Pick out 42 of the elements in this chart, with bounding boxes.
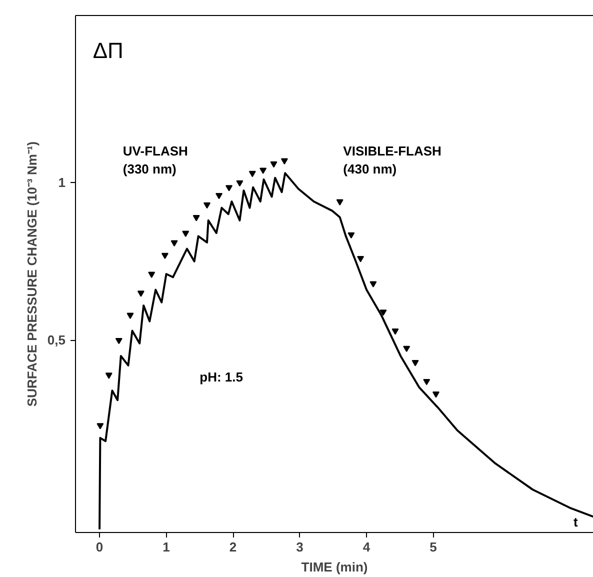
point bbox=[204, 202, 211, 209]
x-tick-label: 1 bbox=[162, 540, 170, 554]
point bbox=[336, 199, 344, 206]
point bbox=[192, 215, 200, 222]
x-tick-label: 0 bbox=[96, 540, 104, 554]
x-tick-label: 3 bbox=[296, 540, 304, 554]
annotation: t bbox=[573, 514, 578, 530]
point bbox=[236, 180, 244, 187]
x-axis-title: TIME (min) bbox=[301, 560, 368, 574]
point bbox=[115, 338, 122, 344]
x-tick-label: 4 bbox=[362, 540, 371, 554]
point bbox=[226, 185, 233, 192]
point bbox=[380, 310, 387, 316]
point bbox=[412, 360, 419, 366]
point bbox=[170, 240, 178, 246]
point bbox=[216, 192, 223, 200]
point bbox=[161, 252, 168, 260]
point bbox=[280, 158, 288, 164]
point bbox=[432, 392, 440, 398]
point bbox=[357, 256, 364, 262]
point bbox=[182, 230, 190, 237]
y-tick-label: 0,5 bbox=[47, 332, 66, 348]
point bbox=[403, 346, 410, 352]
point bbox=[137, 290, 144, 297]
annotation: UV-FLASH (330 nm) bbox=[122, 143, 188, 176]
point bbox=[392, 328, 399, 335]
y-axis-title: SURFACE PRESSURE CHANGE (10⁻³ Nm⁻¹) bbox=[24, 141, 40, 407]
annotation: VISIBLE-FLASH (430 nm) bbox=[343, 143, 442, 176]
point bbox=[270, 161, 278, 168]
point bbox=[260, 168, 267, 174]
annotation: ΔΠ bbox=[92, 38, 124, 63]
point bbox=[105, 372, 112, 379]
point bbox=[96, 423, 104, 430]
point bbox=[248, 170, 256, 178]
point bbox=[126, 312, 134, 319]
point bbox=[370, 281, 377, 288]
x-tick-label: 2 bbox=[229, 540, 237, 554]
point bbox=[348, 232, 355, 239]
x-tick-label: 5 bbox=[430, 540, 437, 554]
point bbox=[423, 378, 430, 386]
point bbox=[148, 272, 156, 278]
annotation: pH: 1.5 bbox=[200, 369, 244, 384]
